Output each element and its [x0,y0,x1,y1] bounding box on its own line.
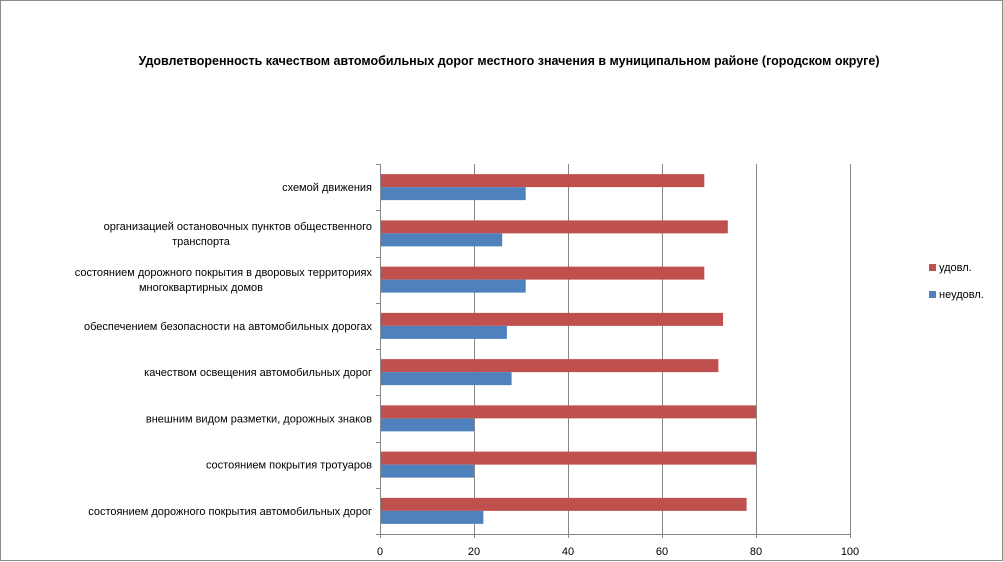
legend-label: неудовл. [939,289,984,301]
category-label: состоянием покрытия тротуаров [206,460,372,472]
bar-satisfied [381,174,705,188]
bar-dissatisfied [381,418,474,432]
category-label: обеспечением безопасности на автомобильн… [84,321,372,333]
category-labels: схемой движения организацией остановочных… [75,182,373,518]
bar-dissatisfied [381,279,526,293]
x-tick-label: 40 [562,546,574,558]
bar-satisfied [381,359,719,373]
category-label: организацией остановочных пунктов общест… [104,221,372,233]
x-tick-label: 20 [468,546,480,558]
category-label: состоянием дорожного покрытия в дворовых… [75,267,373,279]
legend-swatch [929,291,936,298]
legend-label: удовл. [939,262,972,274]
bar-dissatisfied [381,464,474,478]
category-label: транспорта [172,236,231,248]
bar-dissatisfied [381,325,507,339]
bar-dissatisfied [381,187,526,201]
legend-swatch [929,264,936,271]
gridlines [474,164,851,534]
bar-satisfied [381,497,747,511]
legend: удовл. неудовл. [929,262,984,301]
category-label: многоквартирных домов [139,282,263,294]
bar-satisfied [381,220,728,234]
chart-title: Удовлетворенность качеством автомобильны… [138,54,879,68]
category-label: качеством освещения автомобильных дорог [144,367,372,379]
bar-satisfied [381,405,756,419]
category-label: схемой движения [282,182,372,194]
x-tick-label: 0 [377,546,383,558]
category-label: состоянием дорожного покрытия автомобиль… [88,506,372,518]
x-tick-label: 60 [656,546,668,558]
bar-satisfied [381,312,724,326]
axes: 0 20 40 60 80 100 [376,164,859,558]
bar-satisfied [381,451,756,465]
bar-dissatisfied [381,510,484,524]
bar-satisfied [381,266,705,280]
category-label: внешним видом разметки, дорожных знаков [146,413,372,425]
bar-dissatisfied [381,372,512,386]
x-tick-label: 100 [841,546,859,558]
bars [381,174,756,524]
x-tick-label: 80 [750,546,762,558]
bar-dissatisfied [381,233,503,247]
